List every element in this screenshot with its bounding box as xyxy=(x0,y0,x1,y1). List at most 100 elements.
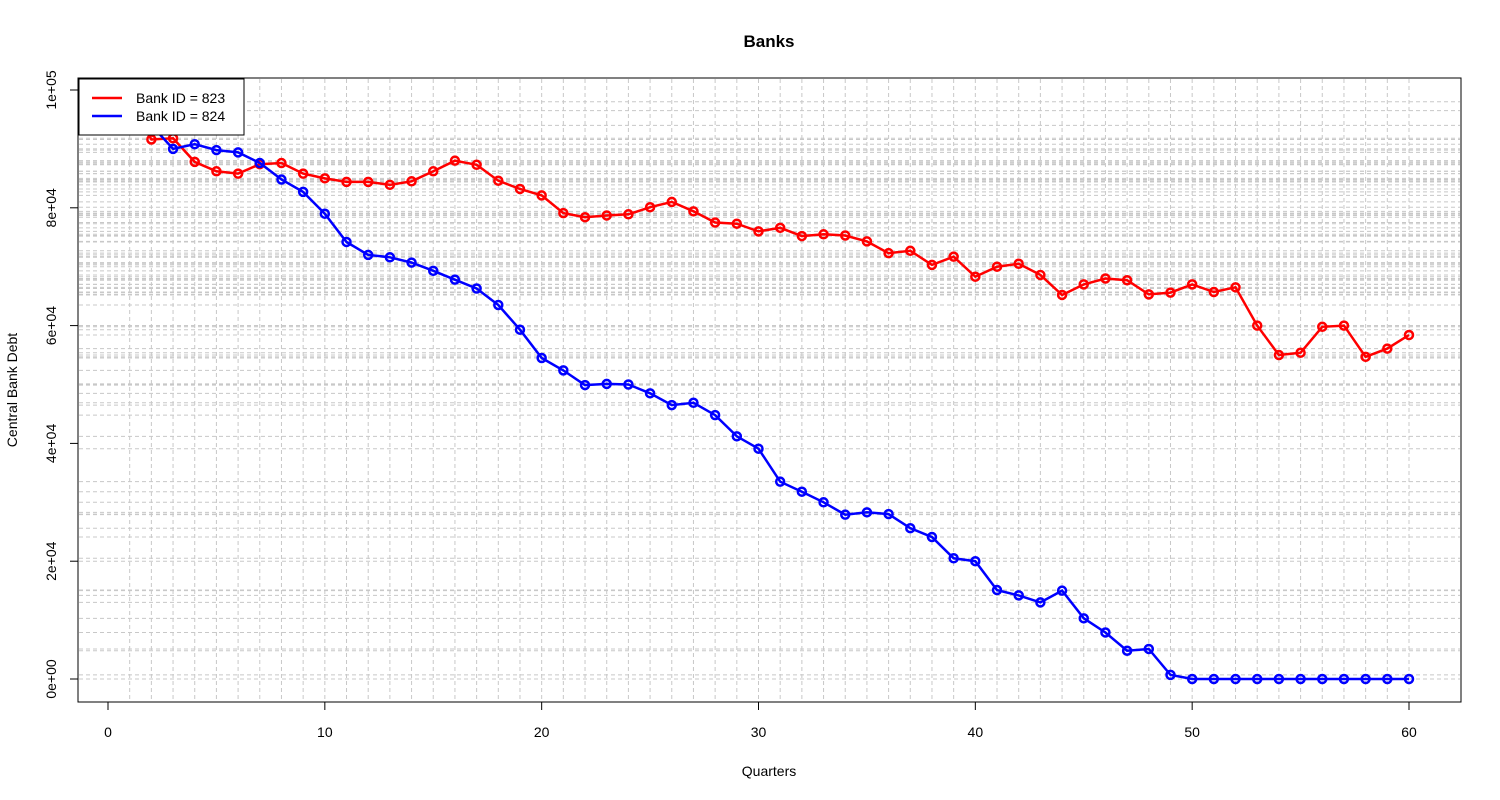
data-point xyxy=(232,147,244,158)
data-point xyxy=(1013,258,1024,270)
data-point xyxy=(623,379,634,390)
data-point xyxy=(644,388,656,399)
y-tick-label: 0e+00 xyxy=(43,659,59,699)
data-point xyxy=(471,159,482,171)
data-point xyxy=(1338,320,1350,331)
data-point xyxy=(579,211,591,223)
data-point xyxy=(1295,347,1306,358)
data-point xyxy=(341,236,352,248)
data-point xyxy=(1382,673,1393,685)
data-point xyxy=(709,217,721,228)
data-point xyxy=(297,186,309,198)
data-point xyxy=(1100,627,1111,638)
data-point xyxy=(449,155,461,166)
legend-entry: Bank ID = 823 xyxy=(136,90,225,106)
data-point xyxy=(189,138,200,150)
x-tick-label: 0 xyxy=(104,724,112,740)
data-point xyxy=(1317,673,1328,685)
x-axis-label: Quarters xyxy=(742,763,796,779)
data-point xyxy=(471,283,482,294)
x-tick-label: 60 xyxy=(1401,724,1417,740)
data-point xyxy=(731,431,743,442)
x-tick-label: 10 xyxy=(317,724,333,740)
y-tick-label: 6e+04 xyxy=(43,306,59,346)
data-point xyxy=(1056,289,1068,301)
data-point xyxy=(319,208,331,219)
data-point xyxy=(297,168,309,179)
data-point xyxy=(948,251,959,262)
data-point xyxy=(1035,269,1046,281)
data-point xyxy=(774,222,786,234)
data-point xyxy=(1273,673,1285,685)
data-point xyxy=(536,352,547,364)
data-point xyxy=(926,531,938,543)
data-point xyxy=(601,210,612,221)
data-point xyxy=(384,179,396,191)
data-point xyxy=(514,324,526,335)
legend: Bank ID = 823 Bank ID = 824 xyxy=(78,78,245,136)
data-point xyxy=(341,176,352,188)
y-axis-label: Central Bank Debt xyxy=(4,333,20,448)
data-point xyxy=(1013,590,1024,601)
data-point xyxy=(818,497,829,508)
data-point xyxy=(211,144,222,156)
data-point xyxy=(709,409,721,421)
data-point xyxy=(167,143,179,155)
data-point xyxy=(1165,287,1176,298)
data-point xyxy=(1317,321,1328,333)
data-point xyxy=(1208,673,1220,685)
data-point xyxy=(1251,320,1263,331)
x-axis: 0 10 20 30 40 50 60 xyxy=(104,701,1417,740)
data-point xyxy=(1382,343,1393,354)
data-point xyxy=(1143,643,1155,655)
data-point xyxy=(1230,673,1241,685)
data-point xyxy=(905,522,916,534)
data-point xyxy=(1121,274,1133,286)
x-tick-label: 50 xyxy=(1184,724,1200,740)
data-point xyxy=(731,218,743,229)
y-tick-label: 4e+04 xyxy=(43,424,59,464)
data-point xyxy=(1360,673,1371,685)
data-point xyxy=(189,156,200,168)
data-point xyxy=(861,507,873,518)
data-point xyxy=(579,379,591,391)
data-point xyxy=(1403,673,1415,685)
data-point xyxy=(1186,673,1198,685)
data-point xyxy=(753,443,764,454)
y-tick-label: 1e+05 xyxy=(43,70,59,110)
data-point xyxy=(883,508,894,520)
data-point xyxy=(428,166,439,177)
data-point xyxy=(536,190,547,201)
data-point xyxy=(1295,673,1306,685)
data-point xyxy=(1100,273,1111,284)
data-point xyxy=(688,206,699,217)
data-point xyxy=(861,236,873,247)
series-0 xyxy=(124,96,1415,363)
data-point xyxy=(1078,279,1089,290)
data-point xyxy=(948,553,959,564)
data-point xyxy=(991,584,1003,596)
data-point xyxy=(601,378,612,390)
data-point xyxy=(926,259,938,271)
data-point xyxy=(1121,645,1133,656)
data-point xyxy=(384,252,396,263)
data-point xyxy=(1035,597,1046,608)
data-point xyxy=(1230,282,1241,293)
data-point xyxy=(362,176,374,188)
data-point xyxy=(688,397,699,409)
data-point xyxy=(883,247,894,259)
x-tick-label: 20 xyxy=(534,724,550,740)
data-point xyxy=(319,173,331,184)
data-point xyxy=(1360,351,1371,363)
data-point xyxy=(1208,286,1220,298)
legend-entry: Bank ID = 824 xyxy=(136,108,225,124)
data-point xyxy=(796,486,808,497)
data-series xyxy=(124,96,1415,685)
data-point xyxy=(905,245,916,257)
data-point xyxy=(558,207,569,219)
chart-title: Banks xyxy=(743,32,794,51)
data-point xyxy=(666,399,678,411)
data-point xyxy=(970,555,981,567)
